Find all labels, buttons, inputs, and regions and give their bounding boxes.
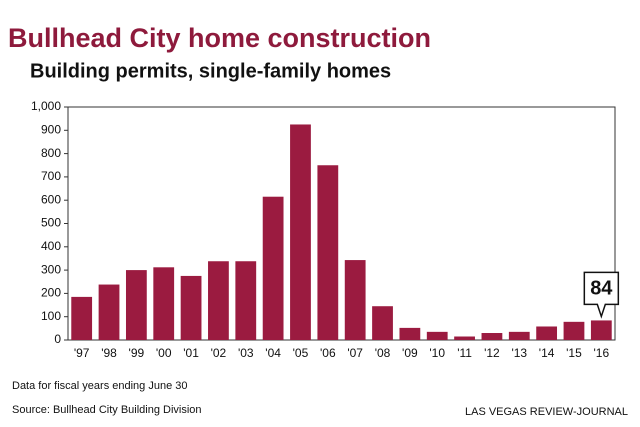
x-tick-label: '00 [156,346,172,360]
x-tick-label: '04 [265,346,281,360]
x-tick-label: '14 [539,346,555,360]
x-tick-label: '01 [183,346,199,360]
bar [590,320,612,340]
x-tick-label: '13 [511,346,527,360]
bar [98,284,120,340]
x-tick-label: '05 [293,346,309,360]
y-tick-label: 600 [41,192,61,206]
y-tick-label: 900 [41,122,61,136]
note: Data for fiscal years ending June 30 [12,380,188,392]
x-tick-label: '06 [320,346,336,360]
bar [508,331,530,340]
y-tick-label: 1,000 [31,99,61,113]
y-tick-label: 700 [41,169,61,183]
data-label: 84 [590,278,613,300]
x-tick-label: '07 [347,346,363,360]
plot-frame [67,106,616,341]
x-tick-label: '98 [101,346,117,360]
bar [262,196,284,340]
x-tick-label: '97 [74,346,90,360]
bar [125,270,147,340]
bar [481,333,503,340]
bar [153,267,175,340]
bar [426,331,448,340]
y-tick-label: 100 [41,309,61,323]
bar [180,275,202,340]
y-tick-label: 400 [41,239,61,253]
callout-box [583,271,620,319]
y-tick-label: 500 [41,216,61,230]
bar [290,124,311,340]
source: Source: Bullhead City Building Division [12,404,202,416]
x-tick-label: '09 [402,346,418,360]
x-tick-label: '15 [566,346,582,360]
chart-subtitle: Building permits, single-family homes [30,60,391,82]
x-tick-label: '11 [457,346,472,360]
bar [317,165,339,340]
bar [235,261,257,340]
y-tick-label: 300 [41,262,61,276]
chart-title: Bullhead City home construction [8,23,431,53]
credit: LAS VEGAS REVIEW-JOURNAL [465,406,628,418]
y-tick-label: 800 [41,146,61,160]
bar [563,321,585,340]
y-tick-label: 200 [41,286,61,300]
x-tick-label: '12 [484,346,500,360]
x-tick-label: '16 [594,346,610,360]
x-tick-label: '08 [375,346,391,360]
bar [399,327,421,340]
bar [536,326,558,340]
bar [344,260,366,340]
x-tick-label: '99 [129,346,145,360]
x-tick-label: '10 [429,346,445,360]
bar [372,306,393,340]
bar [208,261,229,340]
y-tick-label: 0 [54,332,61,346]
bar [454,336,475,340]
bar [71,296,93,340]
x-tick-label: '02 [211,346,227,360]
x-tick-label: '03 [238,346,254,360]
